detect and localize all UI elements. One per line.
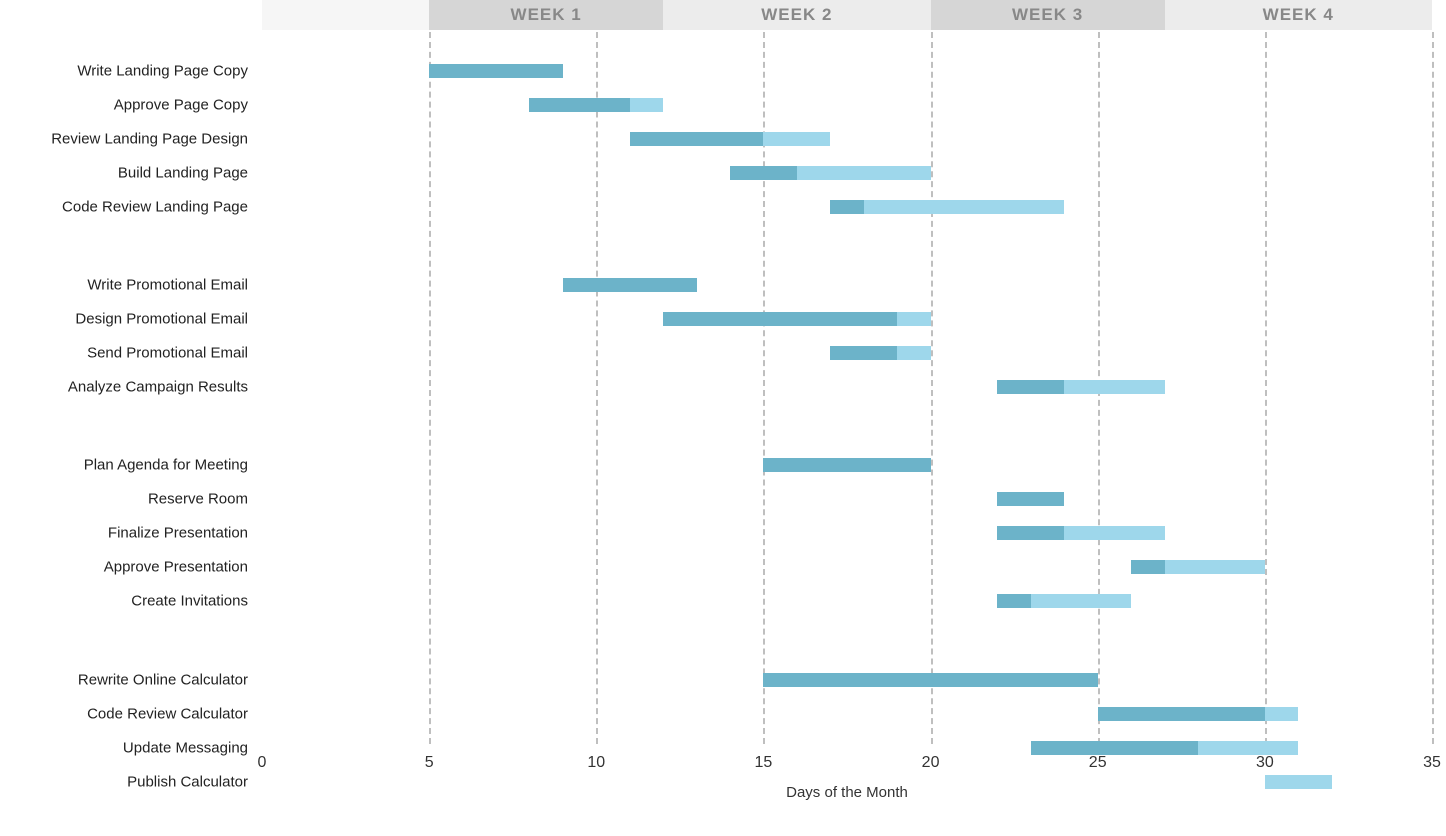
gantt-bar-segment: [763, 132, 830, 146]
task-label: Finalize Presentation: [108, 525, 262, 542]
gantt-chart: WEEK 1 WEEK 2 WEEK 3 WEEK 4 Write Landing P…: [0, 0, 1446, 836]
gantt-bar-segment: [763, 458, 930, 472]
gantt-bar-segment: [997, 492, 1064, 506]
gantt-bar-segment: [1265, 775, 1332, 789]
task-label: Write Promotional Email: [87, 277, 262, 294]
gantt-bar-segment: [1064, 380, 1164, 394]
gantt-bar-segment: [997, 380, 1064, 394]
task-label: Approve Page Copy: [114, 97, 262, 114]
task-label: Reserve Room: [148, 491, 262, 508]
gantt-bar-segment: [429, 64, 563, 78]
gantt-bar-segment: [1064, 526, 1164, 540]
x-tick-label: 10: [587, 754, 605, 772]
week-header: WEEK 3: [931, 0, 1165, 30]
x-tick-label: 30: [1256, 754, 1274, 772]
week-header-leading: [262, 0, 429, 30]
task-label: Build Landing Page: [118, 165, 262, 182]
task-label: Design Promotional Email: [75, 311, 262, 328]
week-header: WEEK 2: [663, 0, 930, 30]
task-label: Update Messaging: [123, 739, 262, 756]
x-tick-label: 15: [755, 754, 773, 772]
gridline: [429, 32, 431, 744]
task-label: Publish Calculator: [127, 773, 262, 790]
task-label: Analyze Campaign Results: [68, 379, 262, 396]
task-label: Send Promotional Email: [87, 345, 262, 362]
x-tick-label: 25: [1089, 754, 1107, 772]
gantt-bar-segment: [1031, 741, 1198, 755]
gantt-bar-segment: [1165, 560, 1265, 574]
gantt-bar-segment: [897, 346, 930, 360]
task-label: Rewrite Online Calculator: [78, 671, 262, 688]
gantt-bar-segment: [563, 278, 697, 292]
gantt-bar-segment: [630, 98, 663, 112]
task-label: Approve Presentation: [104, 559, 262, 576]
x-axis-title: Days of the Month: [786, 784, 908, 801]
gantt-bar-segment: [529, 98, 629, 112]
gridline: [1432, 32, 1434, 744]
gantt-bar-segment: [1131, 560, 1164, 574]
week-header-label: WEEK 3: [1012, 5, 1083, 25]
week-header-label: WEEK 2: [761, 5, 832, 25]
x-tick-label: 5: [425, 754, 434, 772]
gantt-bar-segment: [830, 200, 863, 214]
gantt-bar-segment: [1098, 707, 1265, 721]
gantt-bar-segment: [663, 312, 897, 326]
gantt-bar-segment: [830, 346, 897, 360]
task-label: Review Landing Page Design: [51, 131, 262, 148]
gantt-bar-segment: [763, 673, 1097, 687]
week-header-label: WEEK 1: [511, 5, 582, 25]
x-tick-label: 20: [922, 754, 940, 772]
gantt-bar-segment: [630, 132, 764, 146]
task-label: Write Landing Page Copy: [77, 63, 262, 80]
task-label: Code Review Calculator: [87, 705, 262, 722]
gantt-bar-segment: [897, 312, 930, 326]
gridline: [596, 32, 598, 744]
gantt-bar-segment: [997, 594, 1030, 608]
task-label: Code Review Landing Page: [62, 199, 262, 216]
gantt-bar-segment: [864, 200, 1065, 214]
task-label: Plan Agenda for Meeting: [84, 457, 262, 474]
week-header-label: WEEK 4: [1263, 5, 1334, 25]
x-tick-label: 35: [1423, 754, 1441, 772]
gridline: [931, 32, 933, 744]
gantt-bar-segment: [1265, 707, 1298, 721]
gantt-bar-segment: [997, 526, 1064, 540]
week-header: WEEK 4: [1165, 0, 1432, 30]
gantt-bar-segment: [730, 166, 797, 180]
gantt-bar-segment: [1198, 741, 1298, 755]
plot-area: Write Landing Page CopyApprove Page Copy…: [262, 32, 1432, 744]
gantt-bar-segment: [1031, 594, 1131, 608]
gridline: [1265, 32, 1267, 744]
week-header: WEEK 1: [429, 0, 663, 30]
task-label: Create Invitations: [131, 593, 262, 610]
gantt-bar-segment: [797, 166, 931, 180]
x-tick-label: 0: [258, 754, 267, 772]
